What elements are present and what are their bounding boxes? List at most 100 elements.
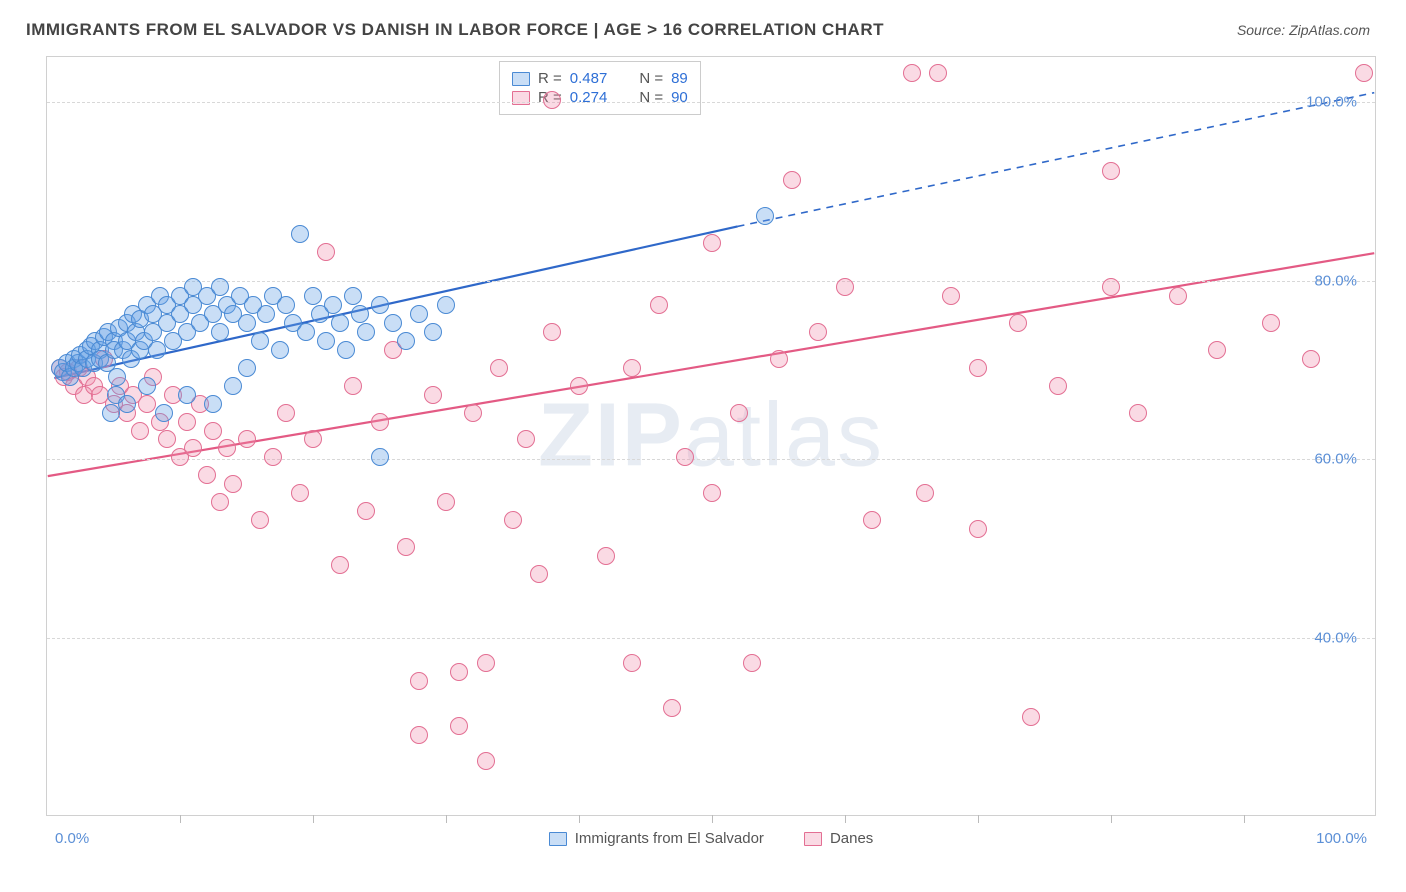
scatter-point-danes	[490, 359, 508, 377]
scatter-point-el_salvador	[324, 296, 342, 314]
scatter-point-el_salvador	[756, 207, 774, 225]
scatter-point-danes	[1129, 404, 1147, 422]
scatter-point-danes	[371, 413, 389, 431]
scatter-point-danes	[331, 556, 349, 574]
scatter-point-el_salvador	[304, 287, 322, 305]
scatter-point-danes	[543, 91, 561, 109]
scatter-point-el_salvador	[371, 296, 389, 314]
legend-row-el_salvador: R = 0.487N = 89	[512, 70, 688, 87]
scatter-point-danes	[158, 430, 176, 448]
scatter-point-danes	[184, 439, 202, 457]
scatter-point-danes	[437, 493, 455, 511]
scatter-point-danes	[397, 538, 415, 556]
scatter-point-el_salvador	[397, 332, 415, 350]
scatter-point-el_salvador	[211, 278, 229, 296]
scatter-point-el_salvador	[410, 305, 428, 323]
legend-r-label: R =	[538, 70, 562, 87]
scatter-point-el_salvador	[178, 386, 196, 404]
legend-n-label: N =	[639, 70, 663, 87]
x-axis-tick-mark	[1111, 815, 1112, 823]
scatter-point-el_salvador	[102, 404, 120, 422]
scatter-point-el_salvador	[238, 314, 256, 332]
series-legend: Immigrants from El SalvadorDanes	[47, 830, 1375, 847]
y-axis-tick-label: 100.0%	[1306, 93, 1357, 110]
scatter-point-el_salvador	[384, 314, 402, 332]
legend-row-danes: R = 0.274N = 90	[512, 89, 688, 106]
scatter-point-el_salvador	[138, 377, 156, 395]
scatter-point-danes	[650, 296, 668, 314]
scatter-point-el_salvador	[344, 287, 362, 305]
legend-n-label: N =	[639, 89, 663, 106]
scatter-point-danes	[1208, 341, 1226, 359]
chart-source: Source: ZipAtlas.com	[1237, 22, 1370, 38]
scatter-point-danes	[570, 377, 588, 395]
x-axis-tick-left: 0.0%	[55, 830, 89, 847]
scatter-point-danes	[676, 448, 694, 466]
scatter-point-danes	[178, 413, 196, 431]
scatter-point-el_salvador	[224, 377, 242, 395]
scatter-point-danes	[410, 726, 428, 744]
scatter-point-el_salvador	[351, 305, 369, 323]
scatter-point-danes	[1049, 377, 1067, 395]
scatter-point-danes	[730, 404, 748, 422]
scatter-point-el_salvador	[155, 404, 173, 422]
scatter-point-el_salvador	[291, 225, 309, 243]
scatter-point-danes	[477, 654, 495, 672]
scatter-point-el_salvador	[251, 332, 269, 350]
x-axis-tick-mark	[313, 815, 314, 823]
watermark-light: atlas	[684, 386, 884, 486]
scatter-point-danes	[424, 386, 442, 404]
scatter-point-danes	[770, 350, 788, 368]
scatter-point-danes	[291, 484, 309, 502]
scatter-point-danes	[251, 511, 269, 529]
scatter-point-danes	[344, 377, 362, 395]
scatter-point-el_salvador	[118, 395, 136, 413]
scatter-point-danes	[477, 752, 495, 770]
chart-plot-area: ZIPatlas R = 0.487N = 89R = 0.274N = 90 …	[46, 56, 1376, 816]
scatter-point-danes	[836, 278, 854, 296]
scatter-point-el_salvador	[424, 323, 442, 341]
legend-swatch-el_salvador	[512, 72, 530, 86]
scatter-point-danes	[198, 466, 216, 484]
x-axis-tick-mark	[978, 815, 979, 823]
chart-header: IMMIGRANTS FROM EL SALVADOR VS DANISH IN…	[0, 0, 1406, 50]
series-legend-item-el_salvador: Immigrants from El Salvador	[549, 830, 764, 847]
x-axis-tick-right: 100.0%	[1316, 830, 1367, 847]
scatter-point-danes	[277, 404, 295, 422]
scatter-point-danes	[1355, 64, 1373, 82]
scatter-point-danes	[623, 359, 641, 377]
legend-n-value: 90	[671, 89, 688, 106]
scatter-point-danes	[211, 493, 229, 511]
scatter-point-danes	[1102, 278, 1120, 296]
scatter-point-danes	[218, 439, 236, 457]
series-swatch-el_salvador	[549, 832, 567, 846]
scatter-point-danes	[530, 565, 548, 583]
gridline-h	[47, 102, 1375, 103]
scatter-point-el_salvador	[331, 314, 349, 332]
scatter-point-danes	[783, 171, 801, 189]
scatter-point-danes	[1302, 350, 1320, 368]
scatter-point-danes	[1262, 314, 1280, 332]
scatter-point-danes	[623, 654, 641, 672]
scatter-point-el_salvador	[271, 341, 289, 359]
scatter-point-danes	[597, 547, 615, 565]
scatter-point-el_salvador	[437, 296, 455, 314]
scatter-point-danes	[317, 243, 335, 261]
scatter-point-el_salvador	[317, 332, 335, 350]
scatter-point-el_salvador	[297, 323, 315, 341]
scatter-point-danes	[916, 484, 934, 502]
watermark: ZIPatlas	[538, 385, 884, 488]
scatter-point-el_salvador	[357, 323, 375, 341]
scatter-point-el_salvador	[148, 341, 166, 359]
legend-r-value: 0.274	[570, 89, 608, 106]
chart-title: IMMIGRANTS FROM EL SALVADOR VS DANISH IN…	[26, 20, 884, 40]
series-label: Immigrants from El Salvador	[575, 830, 764, 847]
legend-r-value: 0.487	[570, 70, 608, 87]
scatter-point-el_salvador	[211, 323, 229, 341]
scatter-point-danes	[264, 448, 282, 466]
scatter-point-el_salvador	[204, 395, 222, 413]
x-axis-tick-mark	[579, 815, 580, 823]
x-axis-tick-mark	[712, 815, 713, 823]
scatter-point-danes	[238, 430, 256, 448]
scatter-point-danes	[903, 64, 921, 82]
